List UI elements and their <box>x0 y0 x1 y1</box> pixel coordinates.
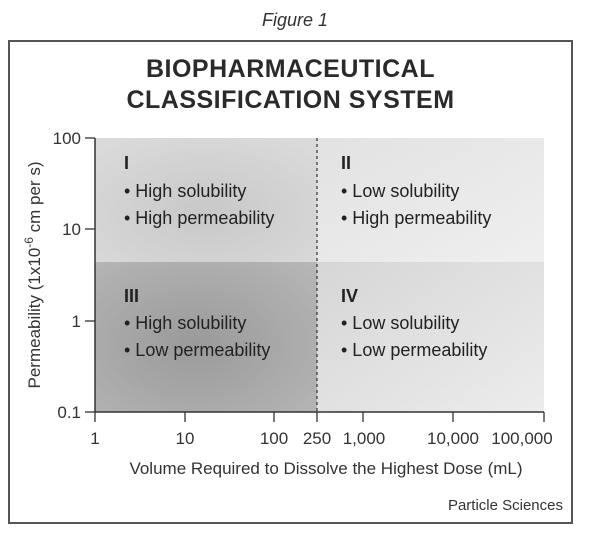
x-tick-label-100: 100 <box>260 429 288 448</box>
title-line-1: BIOPHARMACEUTICAL <box>145 55 436 83</box>
x-tick-label-250: 250 <box>303 429 331 448</box>
quadrant-I-numeral: I <box>124 153 129 173</box>
x-tick-label-1000: 1,000 <box>343 429 386 448</box>
bcs-diagram: 100 10 1 0.1 1 10 100 250 1,000 10,000 1… <box>22 129 553 478</box>
quadrant-I-bullet-1: • High solubility <box>124 181 246 201</box>
y-tick-label-0.1: 0.1 <box>57 403 81 422</box>
quadrant-III-numeral: III <box>124 286 139 306</box>
x-tick-label-1: 1 <box>90 429 99 448</box>
y-axis-label-prefix: Permeability (1x10 <box>25 248 44 389</box>
quadrant-I-bullet-2: • High permeability <box>124 208 274 228</box>
y-tick-label-1: 1 <box>72 312 81 331</box>
x-tick-label-10: 10 <box>176 429 195 448</box>
x-tick-label-10000: 10,000 <box>427 429 479 448</box>
quadrant-II-bullet-1: • Low solubility <box>341 181 459 201</box>
figure-label: Figure 1 <box>261 10 329 30</box>
quadrant-III-bullet-1: • High solubility <box>124 313 246 333</box>
quadrant-IV: IV • Low solubility • Low permeability <box>341 286 487 360</box>
y-tick-label-100: 100 <box>53 129 81 148</box>
x-tick-label-100000: 100,000 <box>491 429 552 448</box>
quadrant-I: I • High solubility • High permeability <box>124 153 274 228</box>
y-axis-label-exponent: -6 <box>22 237 36 248</box>
quadrant-I-area <box>95 138 317 262</box>
y-tick-label-10: 10 <box>62 220 81 239</box>
credit-text: Particle Sciences <box>447 497 563 514</box>
y-axis-label-suffix: cm per s) <box>25 161 44 237</box>
x-axis-label: Volume Required to Dissolve the Highest … <box>129 459 522 478</box>
chart-title: BIOPHARMACEUTICAL CLASSIFICATION SYSTEM <box>10 54 571 116</box>
quadrant-II-bullet-2: • High permeability <box>341 208 491 228</box>
quadrant-III-area <box>95 262 317 412</box>
title-line-2: CLASSIFICATION SYSTEM <box>126 86 455 114</box>
quadrant-II: II • Low solubility • High permeability <box>341 153 491 228</box>
quadrant-III: III • High solubility • Low permeability <box>124 286 270 360</box>
quadrant-II-numeral: II <box>341 153 351 173</box>
quadrant-IV-area <box>317 262 544 412</box>
quadrant-II-area <box>317 138 544 262</box>
y-axis-label: Permeability (1x10-6 cm per s) <box>22 161 44 388</box>
figure-frame: BIOPHARMACEUTICAL CLASSIFICATION SYSTEM <box>8 40 573 524</box>
quadrant-III-bullet-2: • Low permeability <box>124 340 270 360</box>
quadrant-IV-bullet-1: • Low solubility <box>341 313 459 333</box>
quadrant-IV-bullet-2: • Low permeability <box>341 340 487 360</box>
quadrant-IV-numeral: IV <box>341 286 358 306</box>
